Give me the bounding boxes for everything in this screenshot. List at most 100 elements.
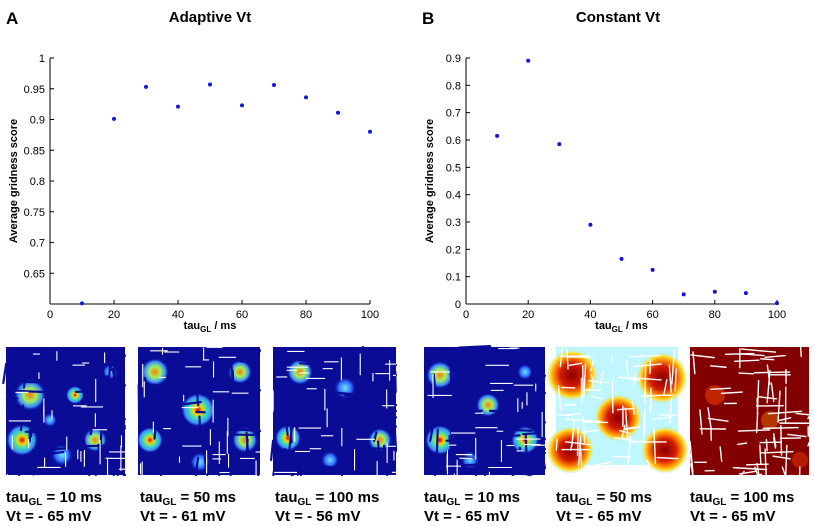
trajectory-segment [499, 441, 509, 442]
trajectory-segment [65, 410, 89, 411]
x-axis-label: tauGL / ms [595, 320, 648, 334]
trajectory-segment [642, 395, 673, 396]
trajectory-segment [163, 362, 180, 363]
caption-tau: tau [140, 489, 163, 506]
data-point-a-100 [368, 130, 372, 134]
trajectory-segment [157, 353, 178, 354]
trajectory-segment [88, 467, 89, 475]
caption-b-tau100: tauGL = 100 ms Vt = - 65 mV [690, 488, 794, 526]
caption-value: = 10 ms [460, 489, 520, 506]
caption-a-tau100: tauGL = 100 ms Vt = - 56 mV [275, 488, 379, 526]
heatmap-b-tau10 [424, 346, 545, 475]
caption-line1: tauGL = 10 ms [6, 488, 102, 507]
caption-line2: Vt = - 56 mV [275, 507, 379, 526]
caption-b-tau50: tauGL = 50 ms Vt = - 65 mV [556, 488, 652, 526]
data-point-b-40 [588, 223, 592, 227]
trajectory-segment [480, 463, 507, 465]
panel-letter-a: A [6, 9, 18, 28]
trajectory-segment [612, 456, 631, 457]
y-tick-label: 0.9 [30, 115, 45, 127]
caption-tau: tau [424, 489, 447, 506]
trajectory-segment [459, 346, 490, 348]
heatmap-row [3, 346, 809, 475]
trajectory-segment [116, 384, 125, 385]
trajectory-segment [300, 363, 318, 364]
heatmap-b-tau100 [690, 347, 809, 475]
y-tick-label: 0.4 [446, 190, 461, 202]
data-point-b-20 [526, 59, 530, 63]
heatmap-a-tau10 [3, 347, 125, 475]
trajectory-segment [523, 433, 544, 434]
trajectory-segment [761, 359, 774, 360]
x-tick-label: 80 [300, 309, 312, 321]
trajectory-segment [504, 408, 518, 409]
trajectory-segment [513, 474, 516, 475]
data-point-a-10 [80, 301, 84, 305]
caption-value: = 100 ms [311, 489, 379, 506]
trajectory-segment [362, 412, 363, 438]
trajectory-segment [360, 442, 361, 473]
caption-line1: tauGL = 50 ms [556, 488, 652, 507]
trajectory-segment [357, 453, 358, 470]
trajectory-segment [271, 441, 273, 460]
trajectory-segment [363, 411, 396, 412]
trajectory-segment [808, 443, 809, 446]
x-tick-label: 40 [172, 309, 184, 321]
trajectory-segment [290, 410, 291, 442]
trajectory-segment [67, 363, 68, 377]
y-tick-label: 0.7 [446, 108, 461, 120]
trajectory-segment [87, 458, 98, 459]
trajectory-segment [378, 441, 379, 458]
trajectory-segment [328, 411, 329, 429]
trajectory-segment [259, 351, 260, 352]
trajectory-segment [70, 372, 98, 373]
y-tick-label: 0 [455, 299, 461, 311]
data-point-a-30 [144, 85, 148, 89]
data-point-a-50 [208, 82, 212, 86]
y-tick-label: 0.95 [24, 84, 45, 96]
heatmap-a-tau100 [271, 347, 396, 475]
trajectory-segment [578, 427, 579, 455]
trajectory-segment [486, 384, 487, 393]
trajectory-segment [645, 367, 646, 402]
trajectory-segment [760, 445, 761, 463]
trajectory-segment [497, 429, 531, 431]
trajectory-segment [532, 358, 533, 375]
caption-tau: tau [275, 489, 298, 506]
heatmap-a-tau50 [137, 347, 260, 475]
trajectory-segment [462, 393, 483, 395]
trajectory-segment [382, 350, 383, 379]
trajectory-segment [334, 374, 363, 375]
trajectory-segment [755, 372, 790, 373]
caption-line2: Vt = - 65 mV [690, 507, 794, 526]
trajectory-segment [739, 373, 753, 374]
caption-line1: tauGL = 100 ms [275, 488, 379, 507]
trajectory-segment [521, 461, 540, 462]
trajectory-segment [611, 464, 613, 465]
caption-value: = 50 ms [592, 489, 652, 506]
data-point-b-50 [620, 257, 624, 261]
trajectory-segment [18, 464, 19, 475]
caption-value: = 50 ms [176, 489, 236, 506]
chart-title-a: Adaptive Vt [169, 9, 252, 26]
chart-title-b: Constant Vt [576, 9, 660, 26]
trajectory-segment [435, 467, 436, 475]
data-point-b-70 [682, 292, 686, 296]
x-tick-label: 100 [361, 309, 379, 321]
trajectory-segment [123, 474, 125, 475]
data-point-b-60 [651, 268, 655, 272]
x-tick-label: 100 [768, 309, 786, 321]
trajectory-segment [75, 443, 76, 455]
data-point-a-60 [240, 103, 244, 107]
trajectory-segment [162, 425, 186, 427]
trajectory-segment [220, 440, 221, 474]
caption-a-tau50: tauGL = 50 ms Vt = - 61 mV [140, 488, 236, 526]
x-axis-label: tauGL / ms [184, 320, 237, 334]
trajectory-segment [34, 460, 35, 475]
trajectory-segment [199, 417, 200, 437]
trajectory-segment [124, 356, 125, 357]
caption-line2: Vt = - 65 mV [424, 507, 520, 526]
y-tick-label: 0.75 [24, 207, 45, 219]
